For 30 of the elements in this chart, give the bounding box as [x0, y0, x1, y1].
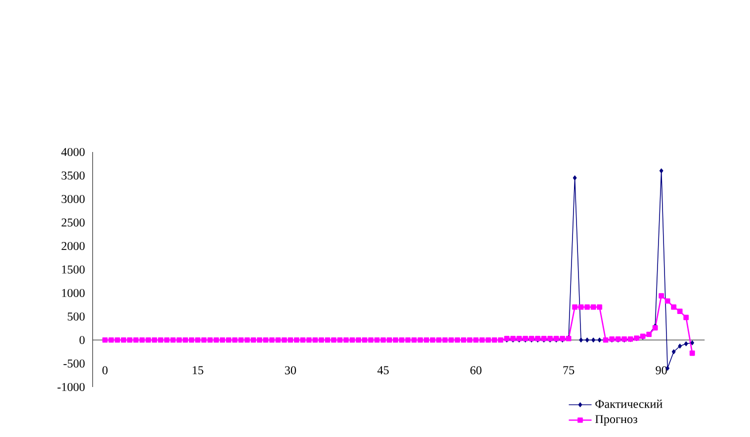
point	[659, 168, 664, 174]
y-tick-label: 500	[68, 312, 85, 321]
x-tick-label: 60	[470, 366, 482, 374]
point	[672, 349, 676, 354]
legend-label: Прогноз	[595, 415, 638, 426]
y-tick-label: 2000	[62, 242, 85, 250]
x-tick-label: 45	[377, 366, 389, 374]
y-tick-label: 1500	[62, 265, 85, 274]
y-tick-label: 1000	[62, 288, 85, 298]
point	[572, 175, 577, 180]
point	[678, 344, 682, 349]
y-tick-label: 0	[80, 336, 85, 344]
y-tick-label: -500	[64, 359, 85, 368]
legend-label: Фактический	[595, 400, 662, 408]
x-tick-label: 30	[285, 366, 296, 374]
x-tick-label: 15	[192, 366, 204, 374]
y-tick-label: -1000	[58, 382, 85, 392]
y-tick-label: 3000	[62, 194, 85, 204]
y-tick-label: 3500	[62, 171, 85, 180]
point	[690, 340, 694, 346]
point	[585, 338, 590, 342]
point	[591, 338, 596, 342]
y-tick-label: 2500	[62, 218, 85, 227]
y-tick-label: 4000	[61, 148, 85, 156]
x-tick-label: 75	[563, 366, 574, 374]
point	[684, 341, 688, 346]
x-tick-label: 0	[102, 366, 108, 374]
point	[598, 338, 602, 342]
point	[579, 338, 583, 342]
x-tick-label: 90	[656, 366, 667, 374]
